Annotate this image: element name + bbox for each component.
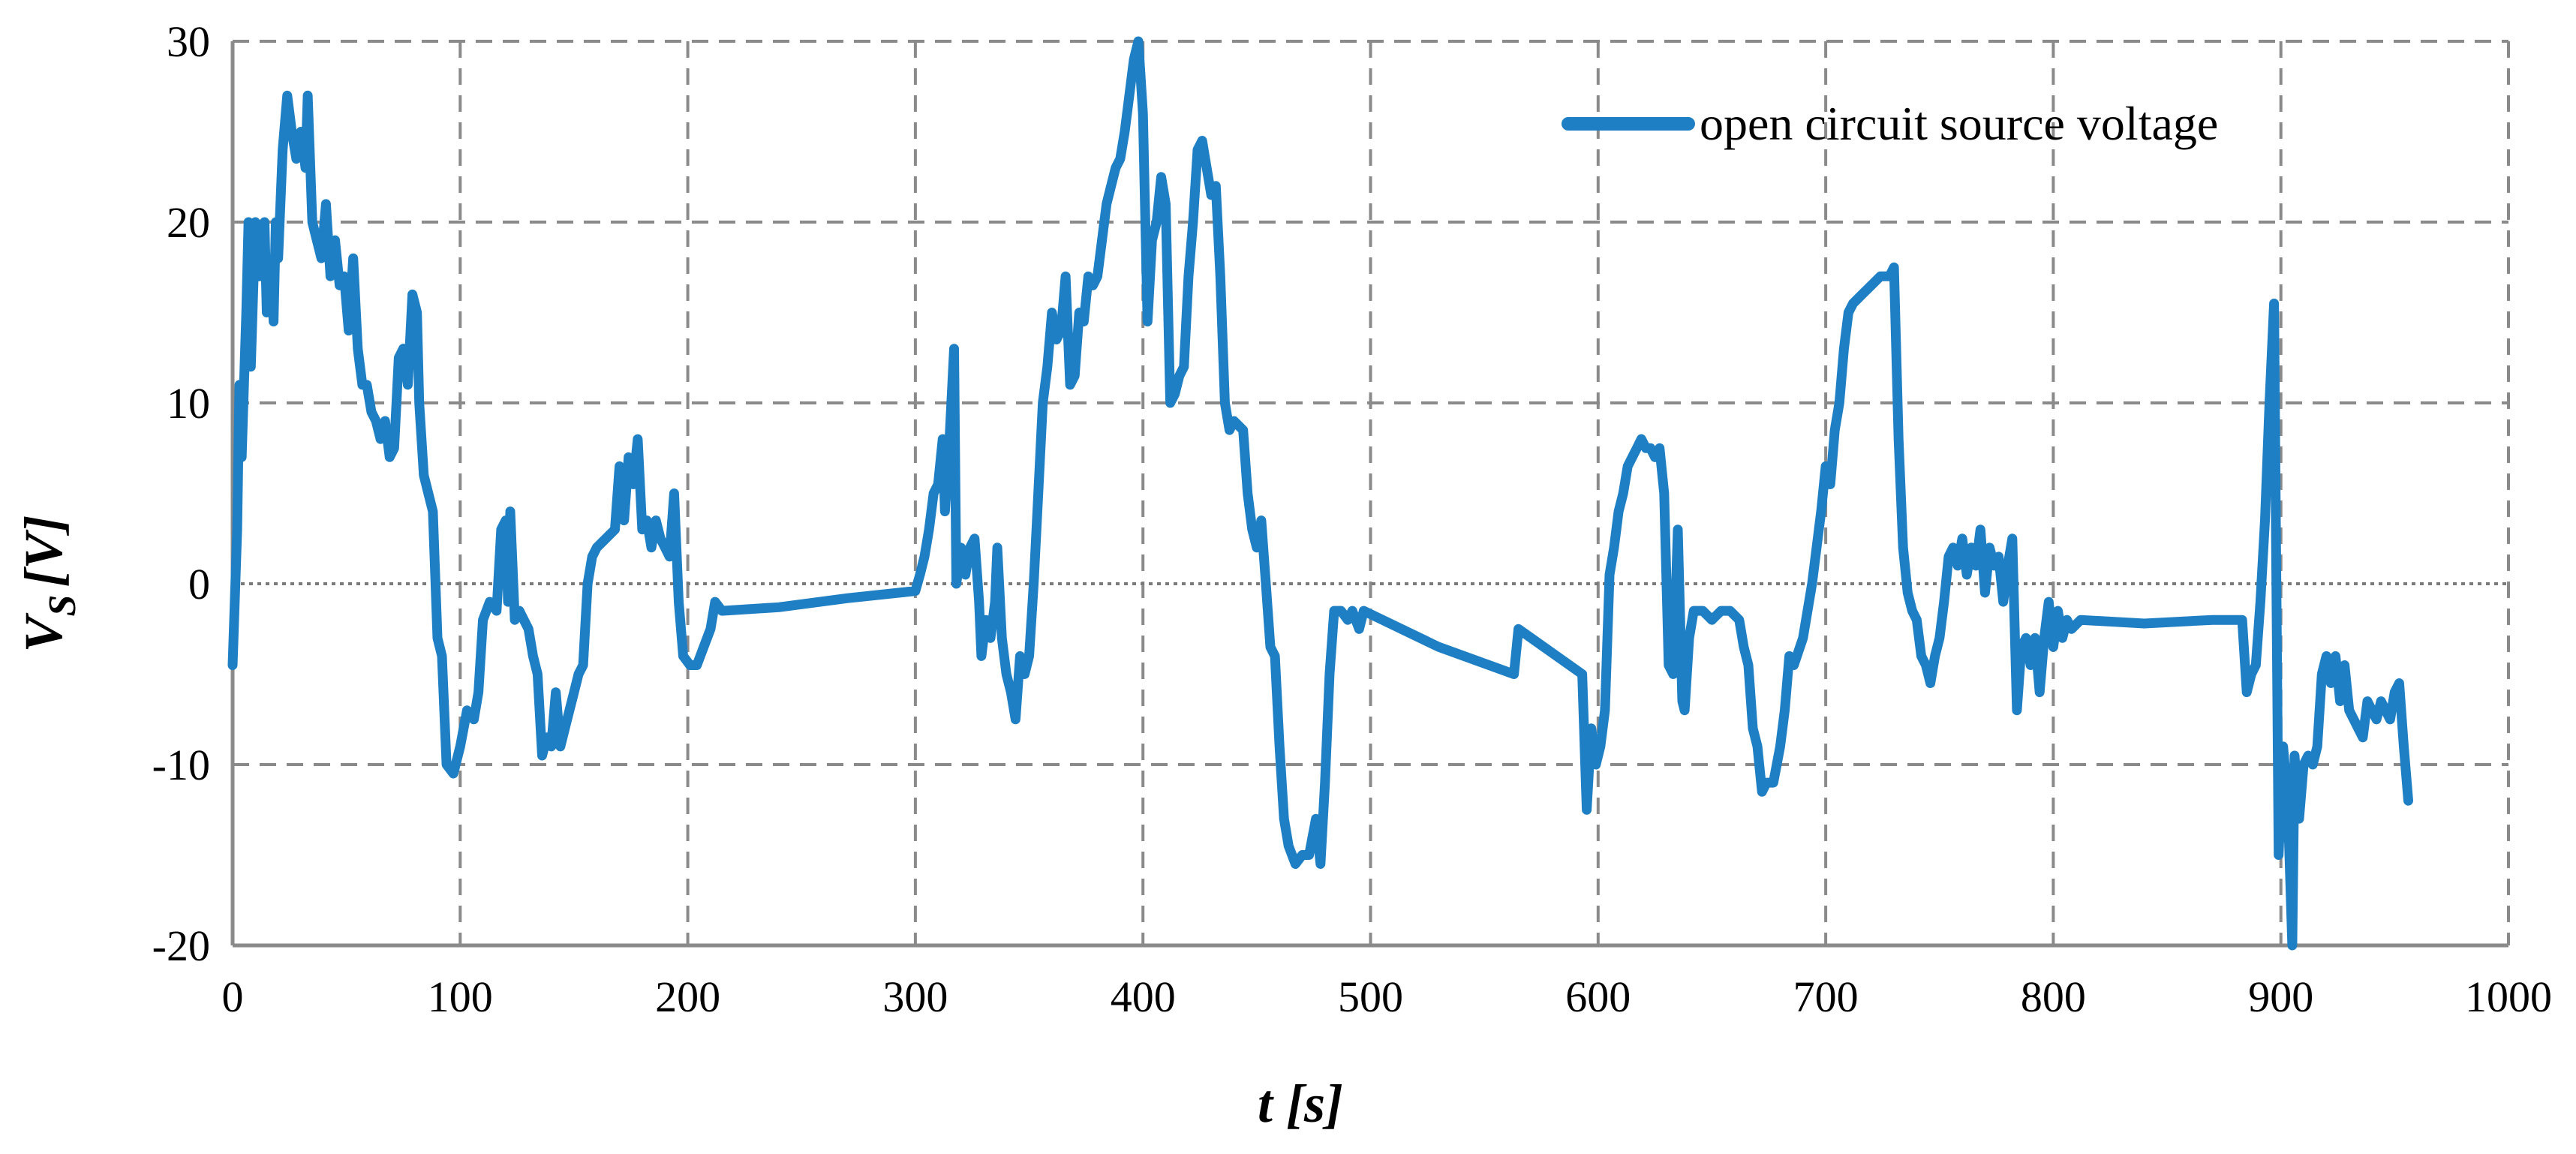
y-axis-title: VS [V] (14, 515, 84, 653)
y-tick-label: 30 (167, 17, 210, 66)
y-axis-title-unit: [V] (14, 515, 74, 588)
x-axis-title: t [s] (1258, 1074, 1343, 1134)
x-tick-label: 400 (1111, 972, 1176, 1021)
x-tick-label: 900 (2248, 972, 2313, 1021)
y-tick-label: -20 (152, 921, 210, 970)
x-tick-label: 200 (655, 972, 720, 1021)
grid-lines (233, 40, 2510, 945)
x-tick-label: 800 (2021, 972, 2086, 1021)
x-tick-label: 500 (1338, 972, 1403, 1021)
axes (230, 41, 2508, 948)
x-tick-label: 0 (222, 972, 244, 1021)
series-line-open-circuit-source-voltage (227, 36, 2413, 951)
y-tick-label: 20 (167, 198, 210, 247)
x-tick-label: 1000 (2465, 972, 2552, 1021)
legend: open circuit source voltage (1562, 97, 2218, 150)
tick-labels: 0 100 200 300 400 500 600 700 800 900 1000 -20 -10 0 1… (152, 17, 2552, 1021)
y-tick-label: 0 (188, 560, 210, 609)
x-tick-label: 300 (882, 972, 948, 1021)
x-tick-label: 100 (428, 972, 493, 1021)
y-axis-title-subscript: S (41, 595, 84, 617)
legend-label: open circuit source voltage (1700, 97, 2218, 150)
x-tick-label: 600 (1565, 972, 1631, 1021)
y-tick-label: -10 (152, 741, 210, 789)
y-axis-title-main: V (14, 612, 74, 652)
y-tick-label: 10 (167, 379, 210, 428)
x-tick-label: 700 (1793, 972, 1859, 1021)
